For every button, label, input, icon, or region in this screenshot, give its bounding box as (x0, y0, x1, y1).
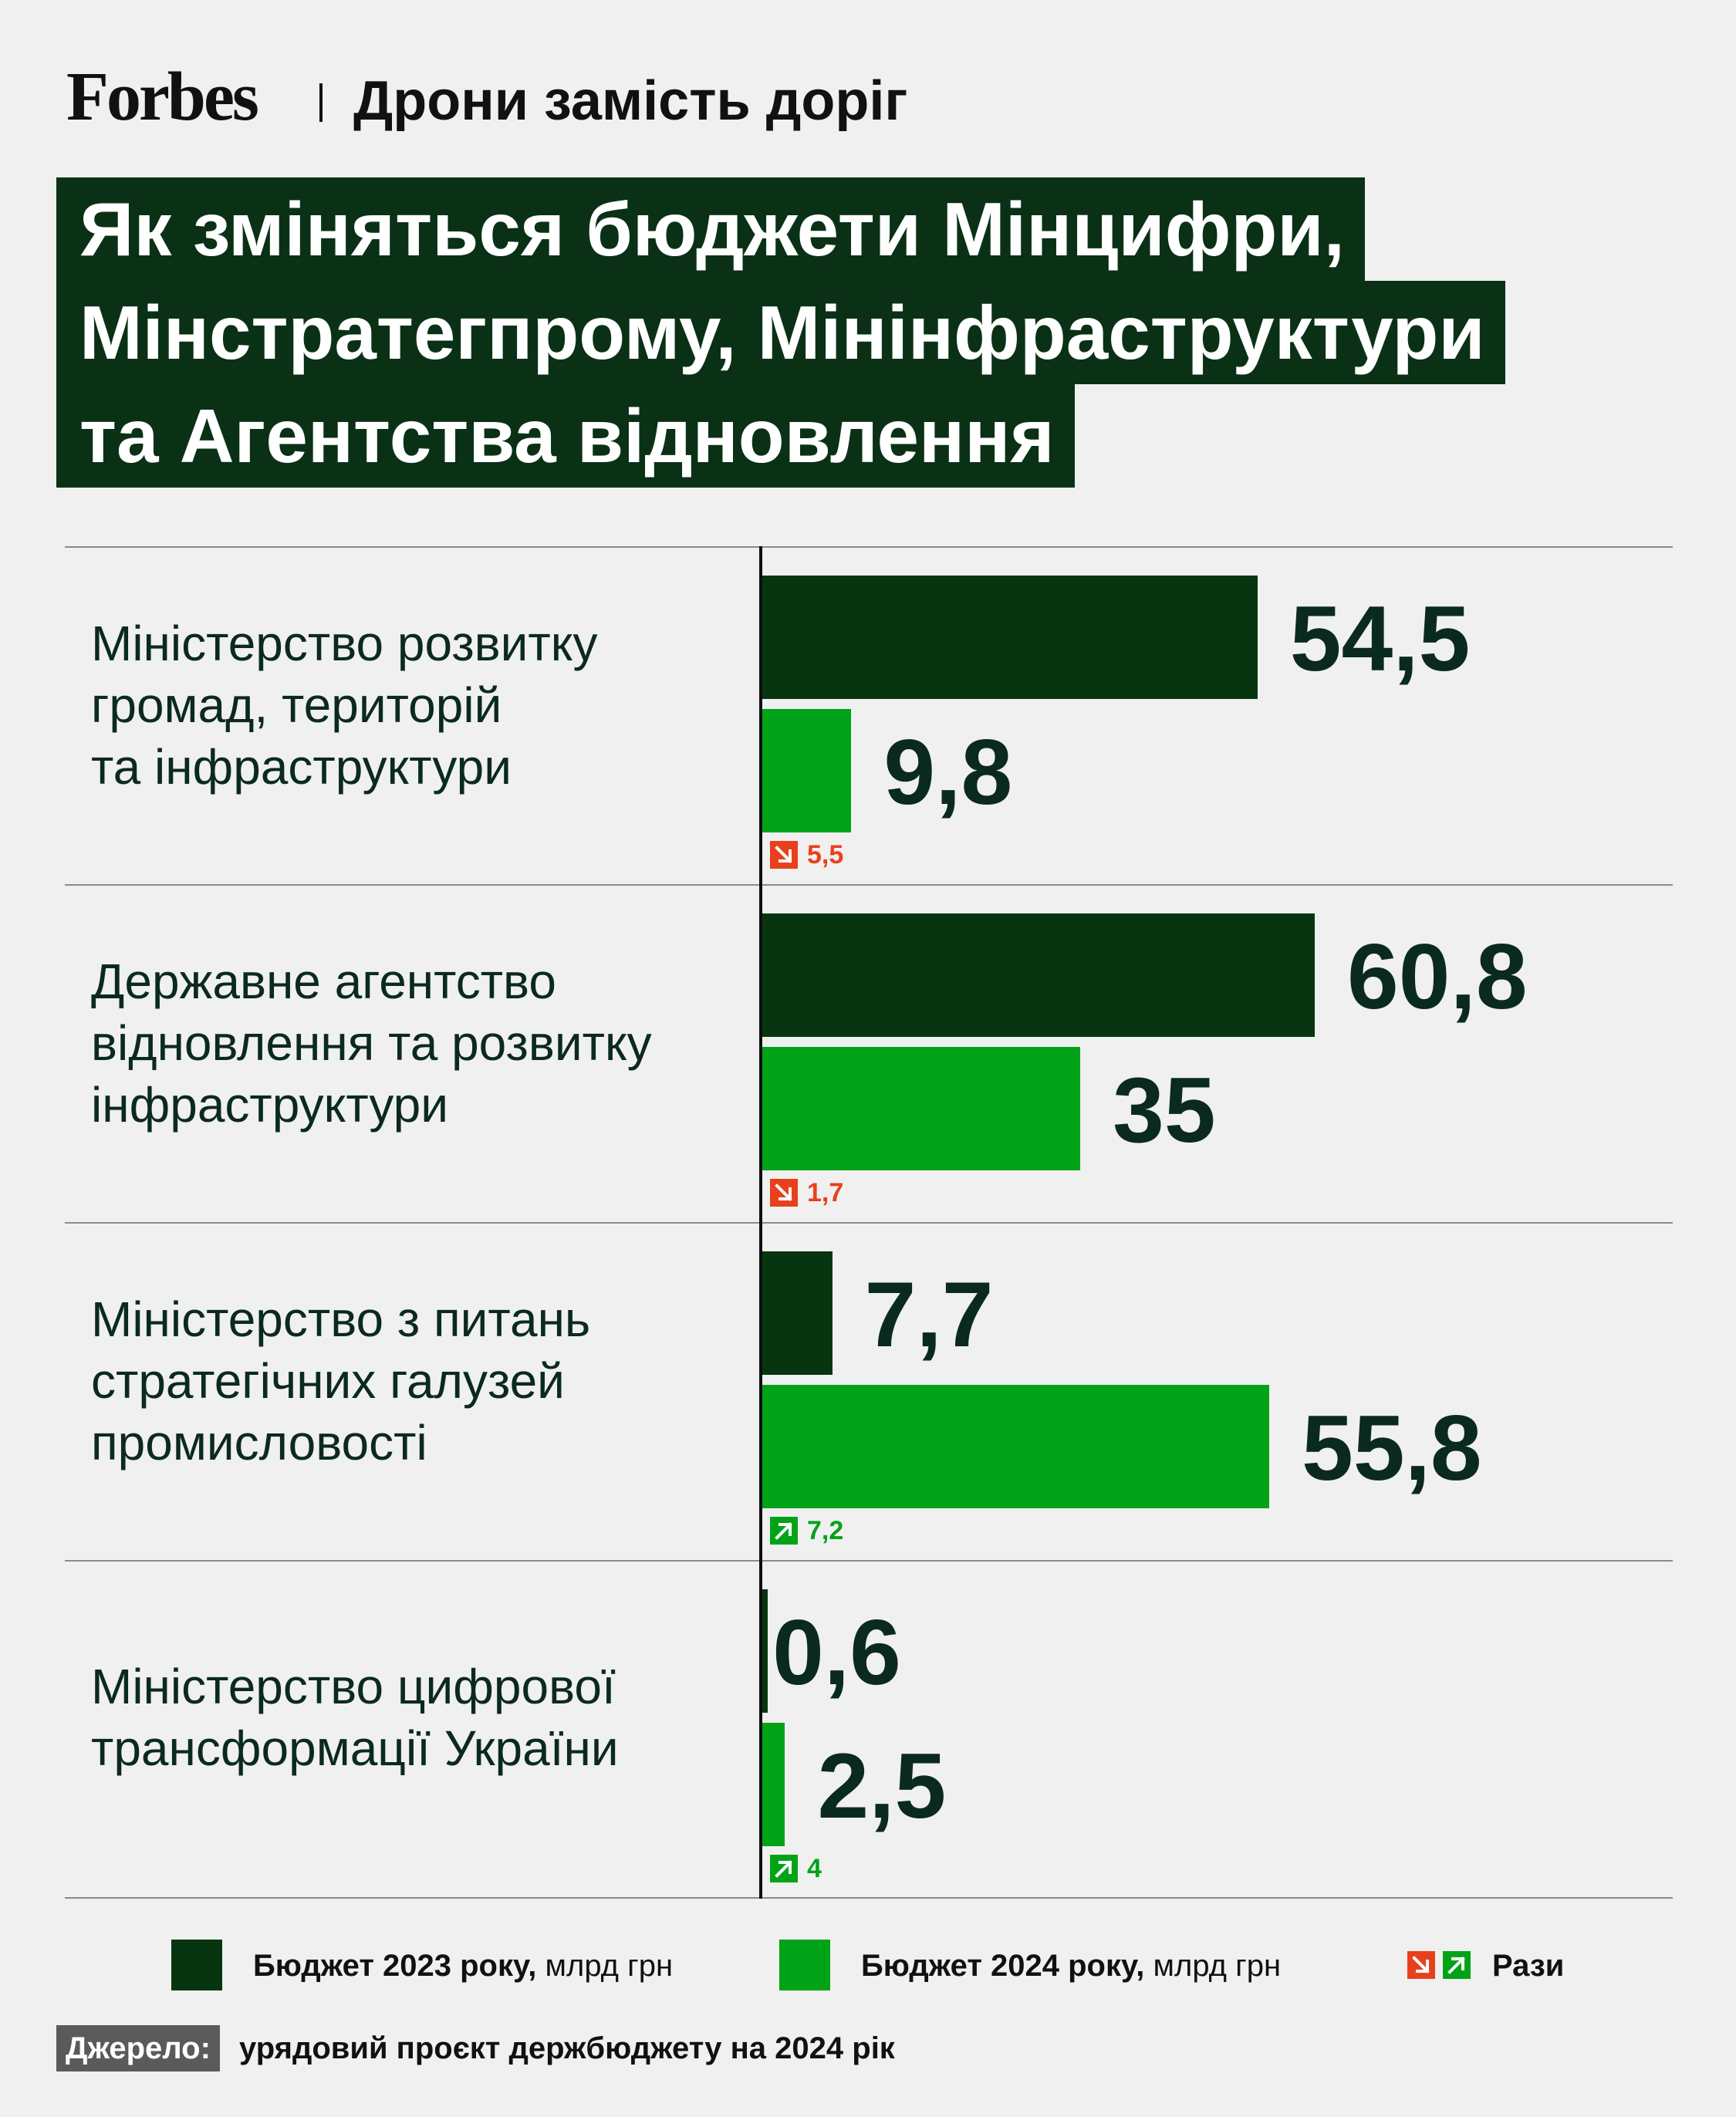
bar-2023 (762, 1251, 833, 1375)
bar-2024 (762, 1723, 785, 1846)
bar-2024 (762, 1047, 1081, 1170)
legend-2023-title: Бюджет 2023 року, (253, 1949, 537, 1983)
ratio-value: 4 (807, 1854, 822, 1883)
header-divider (319, 83, 323, 122)
value-label: 35 (1113, 1058, 1216, 1162)
legend-swatch-2024 (779, 1940, 830, 1990)
forbes-logo: Forbes (66, 59, 259, 135)
title-line-1: Як зміняться бюджети Мінцифри, (56, 177, 1365, 281)
ratio-indicator: 4 (770, 1855, 822, 1882)
value-label: 2,5 (817, 1734, 947, 1838)
ratio-indicator: 5,5 (770, 841, 843, 869)
category-label: Державне агентство відновлення та розвитк… (91, 950, 762, 1136)
arrow-up-right-icon (770, 1855, 798, 1882)
category-label-line: трансформації України (91, 1720, 619, 1776)
ratio-indicator: 7,2 (770, 1517, 843, 1545)
value-label: 9,8 (883, 721, 1013, 824)
arrow-down-right-icon (1407, 1951, 1435, 1979)
value-label: 54,5 (1289, 587, 1471, 690)
arrow-up-right-icon (770, 1517, 798, 1545)
bar-2024 (762, 709, 852, 832)
chart-axis (759, 546, 762, 1899)
ratio-value: 1,7 (807, 1178, 844, 1207)
category-label-line: та інфраструктури (91, 739, 512, 795)
legend-swatch-2023 (171, 1940, 222, 1990)
arrow-up-right-icon (1443, 1951, 1471, 1979)
row-divider (65, 1560, 1673, 1562)
title-line-3: та Агентства відновлення (56, 384, 1075, 488)
ratio-indicator: 1,7 (770, 1179, 843, 1207)
category-label-line: громад, територій (91, 677, 502, 733)
category-label-line: відновлення та розвитку (91, 1015, 652, 1071)
arrow-down-right-icon (770, 1179, 798, 1207)
category-label-line: інфраструктури (91, 1077, 448, 1133)
legend-label-2024: Бюджет 2024 року, млрд грн (861, 1940, 1281, 1991)
category-label-line: Міністерство цифрової (91, 1659, 616, 1714)
category-label-line: стратегічних галузей (91, 1353, 565, 1409)
category-label-line: Міністерство з питань (91, 1291, 591, 1347)
bar-2024 (762, 1385, 1270, 1508)
legend-label-2023: Бюджет 2023 року, млрд грн (253, 1940, 673, 1991)
category-label: Міністерство цифрової трансформації Украї… (91, 1656, 762, 1779)
ratio-value: 7,2 (807, 1516, 844, 1545)
row-divider (65, 884, 1673, 886)
ratio-value: 5,5 (807, 840, 844, 869)
header-subtitle: Дрони замість доріг (353, 70, 908, 132)
row-divider (65, 546, 1673, 548)
value-label: 7,7 (864, 1263, 994, 1366)
category-label-line: Державне агентство (91, 954, 556, 1009)
row-divider (65, 1222, 1673, 1224)
category-label: Міністерство розвитку громад, територій та… (91, 613, 762, 798)
legend-2023-unit: млрд грн (545, 1949, 674, 1983)
value-label: 0,6 (772, 1601, 901, 1704)
source-label: Джерело: (56, 2025, 220, 2071)
bar-2023 (762, 576, 1258, 699)
legend-2024-unit: млрд грн (1153, 1949, 1282, 1983)
category-label-line: промисловості (91, 1415, 427, 1470)
category-label: Міністерство з питань стратегічних галузе… (91, 1288, 762, 1474)
legend-ratio-label: Рази (1492, 1949, 1565, 1983)
source-text: урядовий проєкт держбюджету на 2024 рік (239, 2031, 895, 2065)
value-label: 55,8 (1302, 1396, 1482, 1500)
title-line-2: Мінстратегпрому, Мінінфраструктури (56, 281, 1505, 384)
arrow-down-right-icon (770, 841, 798, 869)
value-label: 60,8 (1347, 925, 1528, 1028)
row-divider (65, 1897, 1673, 1899)
bar-2023 (762, 1589, 768, 1713)
category-label-line: Міністерство розвитку (91, 616, 598, 671)
legend-2024-title: Бюджет 2024 року, (861, 1949, 1145, 1983)
bar-2023 (762, 913, 1315, 1037)
